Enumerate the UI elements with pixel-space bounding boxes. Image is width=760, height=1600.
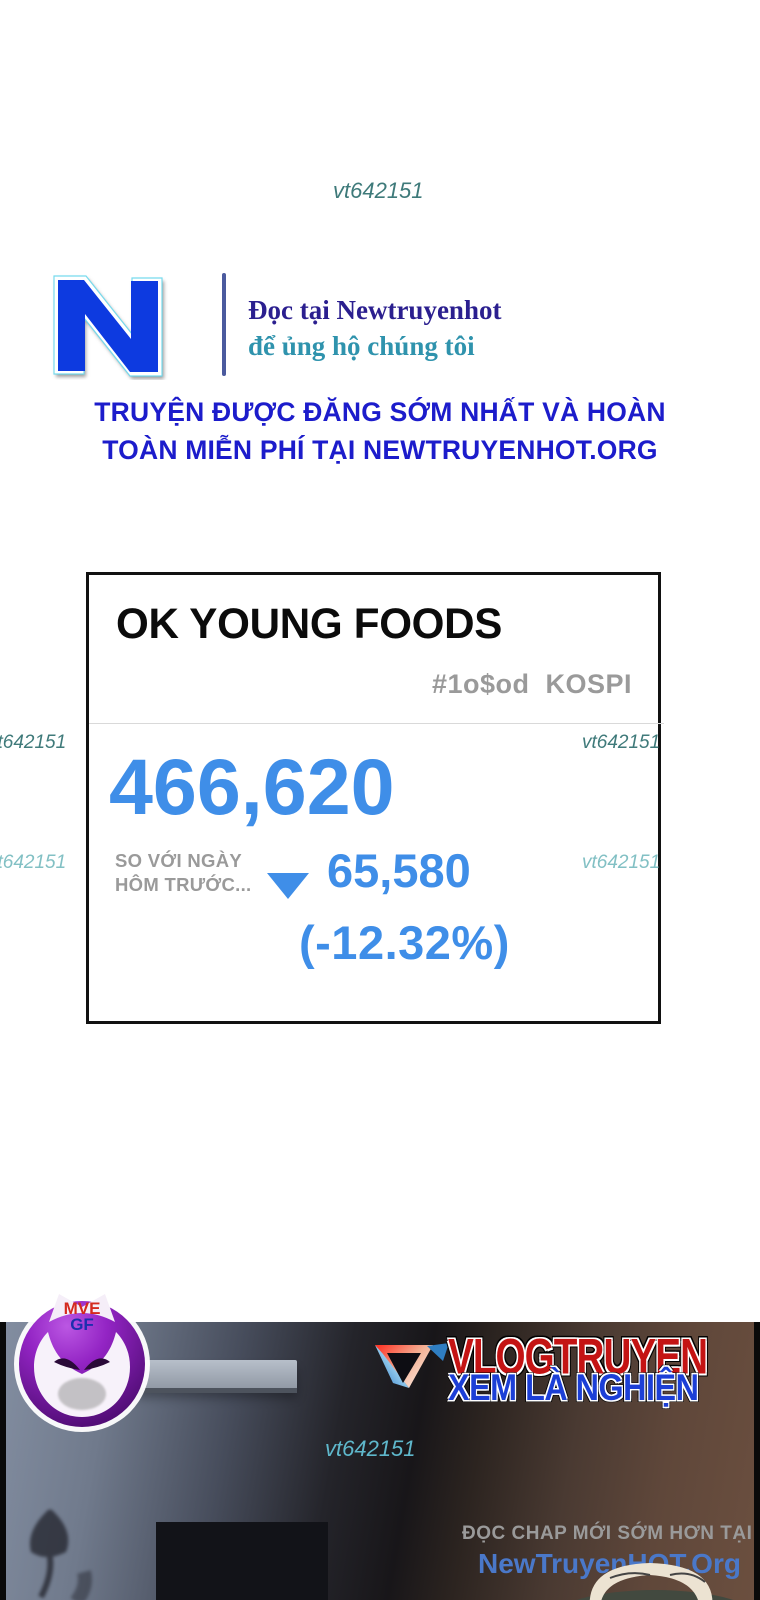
- svg-text:GF: GF: [70, 1315, 94, 1334]
